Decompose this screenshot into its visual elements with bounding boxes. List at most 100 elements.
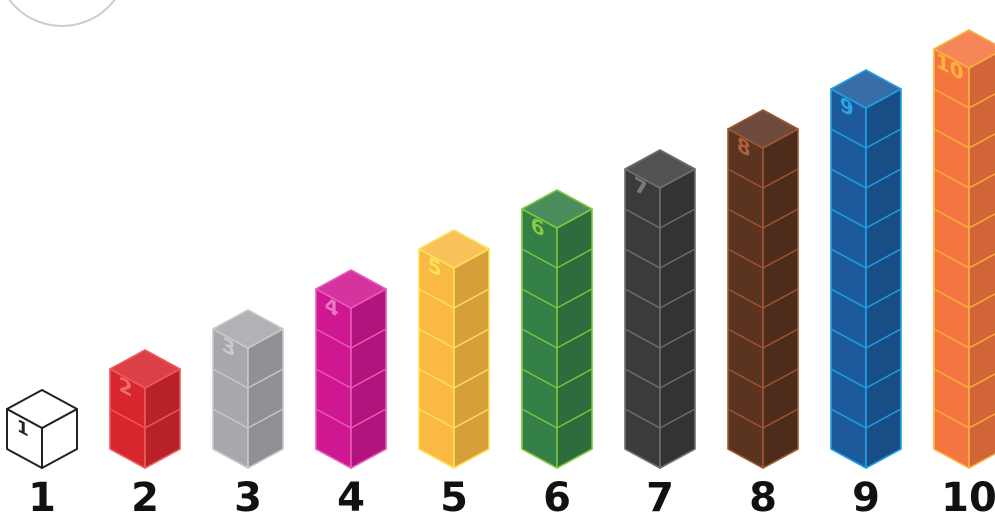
segment-line — [968, 133, 995, 149]
segment-line — [968, 373, 995, 389]
segment-line — [453, 368, 490, 389]
segment-line — [933, 88, 970, 109]
segment-line — [521, 408, 558, 429]
rod-label-1: 1 — [28, 475, 56, 514]
rod-8-face-number: 8 — [737, 132, 751, 163]
rod-2-face-number: 2 — [119, 372, 133, 403]
segment-line — [933, 168, 970, 189]
rod-5-face-number: 5 — [428, 252, 442, 283]
number-labels: 1 2 3 4 5 6 7 8 9 10 — [28, 475, 995, 514]
segment-line — [350, 328, 387, 349]
segment-line — [144, 408, 181, 429]
segment-line — [212, 408, 249, 429]
segment-line — [453, 288, 490, 309]
segment-line — [968, 333, 995, 349]
segment-line — [418, 288, 455, 309]
corner-circle — [8, 0, 116, 27]
segment-line — [624, 408, 661, 429]
segment-line — [315, 368, 352, 389]
rod-label-6: 6 — [543, 475, 571, 514]
rod-3-face-number: 3 — [222, 332, 236, 363]
segment-line — [624, 288, 661, 309]
segment-line — [247, 368, 284, 389]
rod-5-right-face — [453, 248, 490, 469]
segment-line — [830, 248, 867, 269]
rod-6: 6 — [521, 189, 593, 469]
segment-line — [968, 293, 995, 309]
segment-line — [315, 408, 352, 429]
rod-7-left-face — [624, 168, 661, 469]
segment-line — [762, 368, 799, 389]
segment-line — [109, 408, 146, 429]
segment-line — [762, 248, 799, 269]
rod-2: 2 — [109, 349, 181, 469]
segment-line — [727, 288, 764, 309]
segment-line — [624, 328, 661, 349]
segment-line — [659, 408, 696, 429]
segment-line — [315, 328, 352, 349]
segment-line — [830, 288, 867, 309]
segment-line — [727, 408, 764, 429]
segment-line — [865, 208, 902, 229]
rod-7-right-face — [659, 168, 696, 469]
segment-line — [521, 328, 558, 349]
rod-7-face-number: 7 — [634, 172, 648, 203]
rod-3-right-face — [247, 328, 284, 469]
segment-line — [933, 208, 970, 229]
segment-line — [350, 368, 387, 389]
segment-line — [762, 408, 799, 429]
segment-line — [453, 328, 490, 349]
segment-line — [727, 328, 764, 349]
rod-5-left-face — [418, 248, 455, 469]
rod-label-5: 5 — [440, 475, 468, 514]
segment-line — [830, 208, 867, 229]
segment-line — [865, 368, 902, 389]
segment-line — [830, 168, 867, 189]
segment-line — [521, 248, 558, 269]
segment-line — [418, 328, 455, 349]
rod-1-top-face — [6, 389, 78, 429]
segment-line — [418, 368, 455, 389]
rod-4-face-number: 4 — [325, 292, 339, 323]
rod-label-9: 9 — [852, 475, 880, 514]
segment-line — [968, 253, 995, 269]
rod-10-top-face — [933, 29, 995, 69]
rod-5: 5 — [418, 229, 490, 469]
segment-line — [933, 368, 970, 389]
rod-4-top-face — [315, 269, 387, 309]
segment-line — [762, 168, 799, 189]
segment-line — [521, 288, 558, 309]
rod-8-top-face — [727, 109, 799, 149]
segment-line — [659, 208, 696, 229]
rod-10-right-face — [968, 52, 995, 469]
segment-line — [727, 208, 764, 229]
rods-group: 1 2 3 4 5 6 7 8 9 10 — [6, 29, 995, 469]
rod-6-face-number: 6 — [531, 212, 545, 243]
segment-line — [727, 168, 764, 189]
rod-label-4: 4 — [337, 475, 365, 514]
segment-line — [830, 128, 867, 149]
rod-5-top-face — [418, 229, 490, 269]
segment-line — [212, 368, 249, 389]
rod-label-3: 3 — [234, 475, 262, 514]
segment-line — [659, 248, 696, 269]
rod-label-2: 2 — [131, 475, 159, 514]
segment-line — [933, 128, 970, 149]
rod-7-top-face — [624, 149, 696, 189]
rod-9: 9 — [830, 69, 902, 469]
segment-line — [659, 368, 696, 389]
segment-line — [830, 408, 867, 429]
segment-line — [247, 408, 284, 429]
segment-line — [418, 408, 455, 429]
segment-line — [624, 248, 661, 269]
segment-line — [933, 328, 970, 349]
rod-label-10: 10 — [941, 475, 995, 514]
segment-line — [556, 328, 593, 349]
rod-1-face-number: 1 — [17, 416, 29, 442]
segment-line — [968, 173, 995, 189]
segment-line — [933, 288, 970, 309]
segment-line — [727, 248, 764, 269]
segment-line — [556, 248, 593, 269]
segment-line — [968, 93, 995, 109]
